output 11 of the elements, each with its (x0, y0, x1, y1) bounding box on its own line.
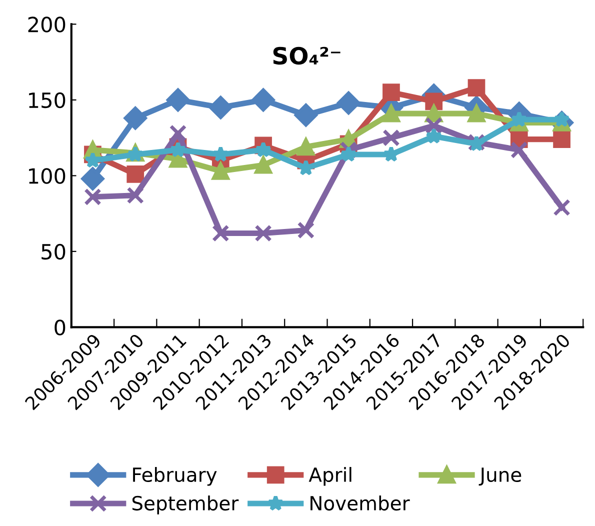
legend-label: February (133, 466, 217, 486)
y-tick-label: 100 (29, 168, 66, 184)
legend-label: September (132, 496, 239, 514)
y-tick-label: 200 (28, 16, 66, 32)
y-tick-label: 50 (42, 244, 66, 260)
legend-label: June (478, 468, 522, 486)
y-tick-label: 150 (29, 92, 66, 108)
y-tick-label: 0 (54, 320, 66, 336)
legend-label: April (308, 466, 352, 486)
text: SO₄²⁻ (273, 46, 340, 65)
legend-label: November (310, 496, 410, 511)
